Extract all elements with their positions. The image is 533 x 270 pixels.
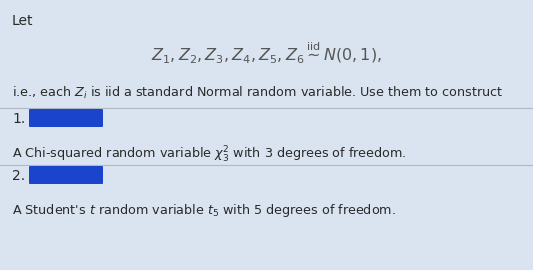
Text: 1.: 1.	[12, 112, 25, 126]
Text: $Z_1, Z_2, Z_3, Z_4, Z_5, Z_6 \overset{\mathrm{iid}}{\sim} N(0,1),$: $Z_1, Z_2, Z_3, Z_4, Z_5, Z_6 \overset{\…	[151, 40, 382, 65]
Text: A Student's $t$ random variable $t_5$ with 5 degrees of freedom.: A Student's $t$ random variable $t_5$ wi…	[12, 202, 396, 219]
FancyBboxPatch shape	[29, 166, 103, 184]
Text: i.e., each $Z_i$ is iid a standard Normal random variable. Use them to construct: i.e., each $Z_i$ is iid a standard Norma…	[12, 85, 503, 101]
Text: 2.: 2.	[12, 169, 25, 183]
Text: A Chi-squared random variable $\chi^2_3$ with 3 degrees of freedom.: A Chi-squared random variable $\chi^2_3$…	[12, 145, 407, 165]
Text: Let: Let	[12, 14, 34, 28]
FancyBboxPatch shape	[29, 109, 103, 127]
